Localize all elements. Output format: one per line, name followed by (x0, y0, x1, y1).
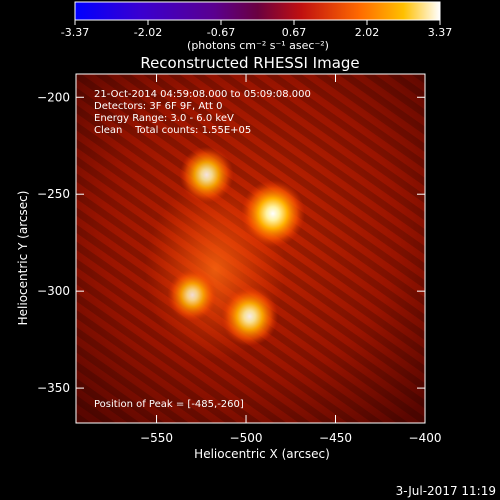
y-tick-label: −200 (37, 90, 70, 104)
colorbar-tick-label: -2.02 (134, 26, 162, 39)
colorbar-tick-label: -0.67 (207, 26, 235, 39)
x-axis-ticks: −550 −500 −450 −400 (140, 74, 441, 445)
colorbar-tick-label: 2.02 (355, 26, 380, 39)
x-tick-label: −550 (140, 431, 173, 445)
plot-frame (75, 73, 426, 424)
annotation-clean: Clean Total counts: 1.55E+05 (94, 125, 251, 136)
colorbar-tick-label: 0.67 (282, 26, 307, 39)
x-axis-label: Heliocentric X (arcsec) (194, 447, 330, 461)
source-blob (240, 180, 305, 248)
colorbar-tick-label: 3.37 (428, 26, 453, 39)
annotation-time: 21-Oct-2014 04:59:08.000 to 05:09:08.000 (94, 89, 311, 100)
source-blob (179, 146, 234, 204)
x-tick-label: −400 (409, 431, 442, 445)
y-tick-label: −250 (37, 187, 70, 201)
source-blob (167, 268, 218, 322)
chart-title: Reconstructed RHESSI Image (140, 54, 359, 72)
colorbar-unit-label: (photons cm⁻² s⁻¹ asec⁻²) (187, 39, 329, 52)
source-blob (221, 286, 279, 347)
y-tick-label: −300 (37, 284, 70, 298)
y-axis-ticks: −200 −250 −300 −350 (37, 90, 425, 395)
y-tick-label: −350 (37, 381, 70, 395)
y-axis-label: Heliocentric Y (arcsec) (16, 191, 30, 326)
colorbar-ticks: -3.37 -2.02 -0.67 0.67 2.02 3.37 (61, 20, 452, 39)
x-tick-label: −500 (230, 431, 263, 445)
x-tick-label: −450 (319, 431, 352, 445)
annotation-energy: Energy Range: 3.0 - 6.0 keV (94, 113, 234, 124)
colorbar (74, 1, 441, 21)
footer-timestamp: 3-Jul-2017 11:19 (396, 484, 496, 498)
peak-position-label: Position of Peak = [-485,-260] (94, 399, 244, 410)
annotation-detectors: Detectors: 3F 6F 9F, Att 0 (94, 101, 222, 112)
colorbar-tick-label: -3.37 (61, 26, 89, 39)
heatmap-image (76, 74, 425, 423)
